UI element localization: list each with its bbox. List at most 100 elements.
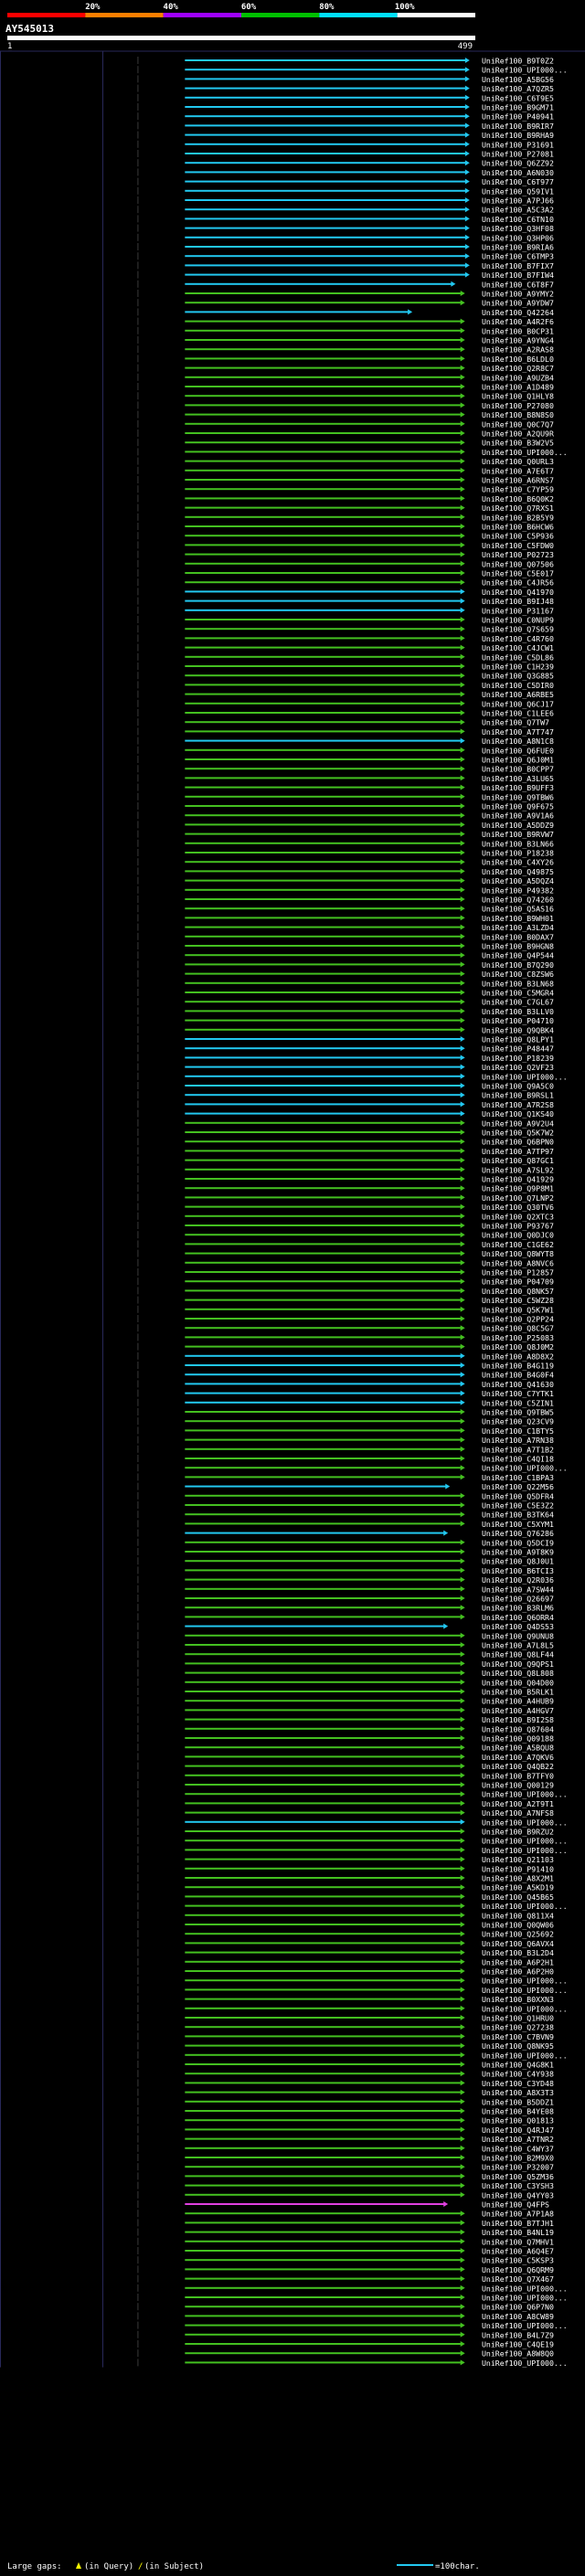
hit-label[interactable]: UniRef100_Q42264 [482, 308, 554, 317]
hit-label[interactable]: UniRef100_Q6CJ17 [482, 699, 554, 708]
hit-label[interactable]: UniRef100_P25083 [482, 1333, 554, 1342]
hit-label[interactable]: UniRef100_A7E6T7 [482, 466, 554, 475]
hit-row[interactable]: UniRef100_A7L8L5 [137, 1641, 554, 1650]
hit-label[interactable]: UniRef100_A8D8X2 [482, 1352, 554, 1361]
hit-row[interactable]: UniRef100_A7PJ66 [137, 196, 554, 206]
hit-row[interactable]: UniRef100_Q2VF23 [137, 1063, 554, 1072]
hit-label[interactable]: UniRef100_C1BTY5 [482, 1426, 554, 1436]
hit-row[interactable]: UniRef100_Q41970 [137, 588, 554, 597]
hit-label[interactable]: UniRef100_Q3HP06 [482, 233, 554, 242]
hit-row[interactable]: UniRef100_Q8LF44 [137, 1650, 554, 1659]
hit-row[interactable]: UniRef100_C7GL67 [137, 998, 554, 1007]
hit-label[interactable]: UniRef100_A4HGV7 [482, 1706, 554, 1715]
hit-label[interactable]: UniRef100_P04710 [482, 1016, 554, 1025]
hit-row[interactable]: UniRef100_A8D8X2 [137, 1352, 554, 1361]
hit-row[interactable]: UniRef100_Q4YY03 [137, 2190, 554, 2200]
hit-row[interactable]: UniRef100_A2T9T1 [137, 1799, 554, 1808]
hit-label[interactable]: UniRef100_UPI000... [482, 1846, 568, 1855]
hit-label[interactable]: UniRef100_A7PJ66 [482, 196, 554, 206]
hit-row[interactable]: UniRef100_Q8C5G7 [137, 1324, 554, 1333]
hit-row[interactable]: UniRef100_UPI000... [137, 1846, 568, 1855]
hit-row[interactable]: UniRef100_A8X3T3 [137, 2088, 554, 2097]
hit-row[interactable]: UniRef100_B9HGN8 [137, 942, 554, 951]
hit-label[interactable]: UniRef100_C5ZIN1 [482, 1398, 554, 1407]
hit-label[interactable]: UniRef100_A8X2M1 [482, 1874, 554, 1883]
hit-label[interactable]: UniRef100_Q26697 [482, 1595, 554, 1604]
hit-row[interactable]: UniRef100_A9YDW7 [137, 299, 554, 308]
hit-row[interactable]: UniRef100_C5DIR0 [137, 681, 554, 690]
hit-row[interactable]: UniRef100_UPI000... [137, 2004, 568, 2013]
hit-label[interactable]: UniRef100_A7TNR2 [482, 2135, 554, 2144]
hit-label[interactable]: UniRef100_A9T8K9 [482, 1548, 554, 1557]
hit-row[interactable]: UniRef100_C4QI18 [137, 1455, 554, 1464]
hit-row[interactable]: UniRef100_B9RVW7 [137, 830, 554, 839]
hit-label[interactable]: UniRef100_C1H239 [482, 663, 554, 672]
hit-row[interactable]: UniRef100_Q8NK57 [137, 1287, 554, 1296]
hit-label[interactable]: UniRef100_Q8C5G7 [482, 1324, 554, 1333]
hit-row[interactable]: UniRef100_B9WH01 [137, 914, 554, 923]
hit-row[interactable]: UniRef100_Q3HF08 [137, 224, 554, 233]
hit-label[interactable]: UniRef100_P32007 [482, 2163, 554, 2172]
hit-label[interactable]: UniRef100_Q5K7W1 [482, 1305, 554, 1314]
hit-label[interactable]: UniRef100_C4JCW1 [482, 643, 554, 652]
hit-label[interactable]: UniRef100_C5DL86 [482, 652, 554, 662]
hit-label[interactable]: UniRef100_C5XYM1 [482, 1520, 554, 1529]
hit-label[interactable]: UniRef100_UPI000... [482, 2051, 568, 2060]
hit-label[interactable]: UniRef100_C5FDW0 [482, 541, 554, 550]
hit-row[interactable]: UniRef100_Q27238 [137, 2023, 554, 2032]
hit-label[interactable]: UniRef100_B9IJ48 [482, 597, 554, 606]
hit-label[interactable]: UniRef100_A5BQU8 [482, 1744, 554, 1753]
hit-label[interactable]: UniRef100_Q8J0U1 [482, 1557, 554, 1566]
hit-label[interactable]: UniRef100_A3LU65 [482, 774, 554, 783]
hit-label[interactable]: UniRef100_UPI000... [482, 2284, 568, 2293]
hit-label[interactable]: UniRef100_Q9A5C0 [482, 1082, 554, 1091]
hit-label[interactable]: UniRef100_A7L8L5 [482, 1641, 554, 1650]
hit-row[interactable]: UniRef100_Q25692 [137, 1930, 554, 1939]
hit-row[interactable]: UniRef100_Q9QBK4 [137, 1025, 554, 1034]
hit-row[interactable]: UniRef100_Q2R8C7 [137, 364, 554, 373]
hit-row[interactable]: UniRef100_B4NL19 [137, 2228, 554, 2237]
hit-row[interactable]: UniRef100_B3RLM6 [137, 1604, 554, 1613]
hit-label[interactable]: UniRef100_C4JR56 [482, 578, 554, 588]
hit-row[interactable]: UniRef100_A3LU65 [137, 774, 554, 783]
hit-label[interactable]: UniRef100_B3RLM6 [482, 1604, 554, 1613]
hit-row[interactable]: UniRef100_A3LZD4 [137, 923, 554, 932]
hit-label[interactable]: UniRef100_Q9QPS1 [482, 1659, 554, 1669]
hit-row[interactable]: UniRef100_Q0C7Q7 [137, 419, 554, 429]
hit-label[interactable]: UniRef100_B4G119 [482, 1362, 554, 1371]
hit-label[interactable]: UniRef100_Q2PP24 [482, 1315, 554, 1324]
hit-label[interactable]: UniRef100_Q2R036 [482, 1575, 554, 1585]
hit-row[interactable]: UniRef100_B0CP31 [137, 326, 554, 335]
hit-label[interactable]: UniRef100_Q59IV1 [482, 186, 554, 196]
hit-row[interactable]: UniRef100_Q4P544 [137, 951, 554, 960]
hit-row[interactable]: UniRef100_UPI000... [137, 66, 568, 75]
hit-row[interactable]: UniRef100_B3LLV0 [137, 1007, 554, 1016]
hit-label[interactable]: UniRef100_UPI000... [482, 2004, 568, 2013]
hit-label[interactable]: UniRef100_P49382 [482, 885, 554, 895]
hit-row[interactable]: UniRef100_P18239 [137, 1054, 554, 1063]
hit-label[interactable]: UniRef100_A7QKV6 [482, 1753, 554, 1762]
hit-label[interactable]: UniRef100_Q7X467 [482, 2274, 554, 2284]
hit-row[interactable]: UniRef100_Q0QW06 [137, 1921, 554, 1930]
hit-row[interactable]: UniRef100_P04709 [137, 1277, 554, 1287]
hit-row[interactable]: UniRef100_B8N8S0 [137, 410, 554, 419]
hit-row[interactable]: UniRef100_A5DDZ9 [137, 821, 554, 830]
hit-label[interactable]: UniRef100_C7GL67 [482, 998, 554, 1007]
hit-label[interactable]: UniRef100_A7NFS8 [482, 1808, 554, 1818]
hit-row[interactable]: UniRef100_Q0URL3 [137, 457, 554, 466]
hit-label[interactable]: UniRef100_A2QU9R [482, 429, 554, 439]
hit-label[interactable]: UniRef100_Q8LF44 [482, 1650, 554, 1659]
hit-label[interactable]: UniRef100_UPI000... [482, 448, 568, 457]
hit-row[interactable]: UniRef100_B6LDL0 [137, 355, 554, 364]
hit-row[interactable]: UniRef100_P91410 [137, 1864, 554, 1873]
hit-label[interactable]: UniRef100_B9HGN8 [482, 942, 554, 951]
hit-row[interactable]: UniRef100_P02723 [137, 550, 554, 559]
hit-row[interactable]: UniRef100_C5E017 [137, 569, 554, 578]
hit-row[interactable]: UniRef100_Q3G885 [137, 672, 554, 681]
hit-label[interactable]: UniRef100_A6Q4E7 [482, 2247, 554, 2256]
hit-row[interactable]: UniRef100_Q8NK95 [137, 2041, 554, 2051]
hit-label[interactable]: UniRef100_Q23CV9 [482, 1417, 554, 1426]
hit-row[interactable]: UniRef100_C5E3Z2 [137, 1501, 554, 1511]
hit-label[interactable]: UniRef100_Q7MHV1 [482, 2237, 554, 2246]
hit-label[interactable]: UniRef100_B9GM71 [482, 103, 554, 112]
